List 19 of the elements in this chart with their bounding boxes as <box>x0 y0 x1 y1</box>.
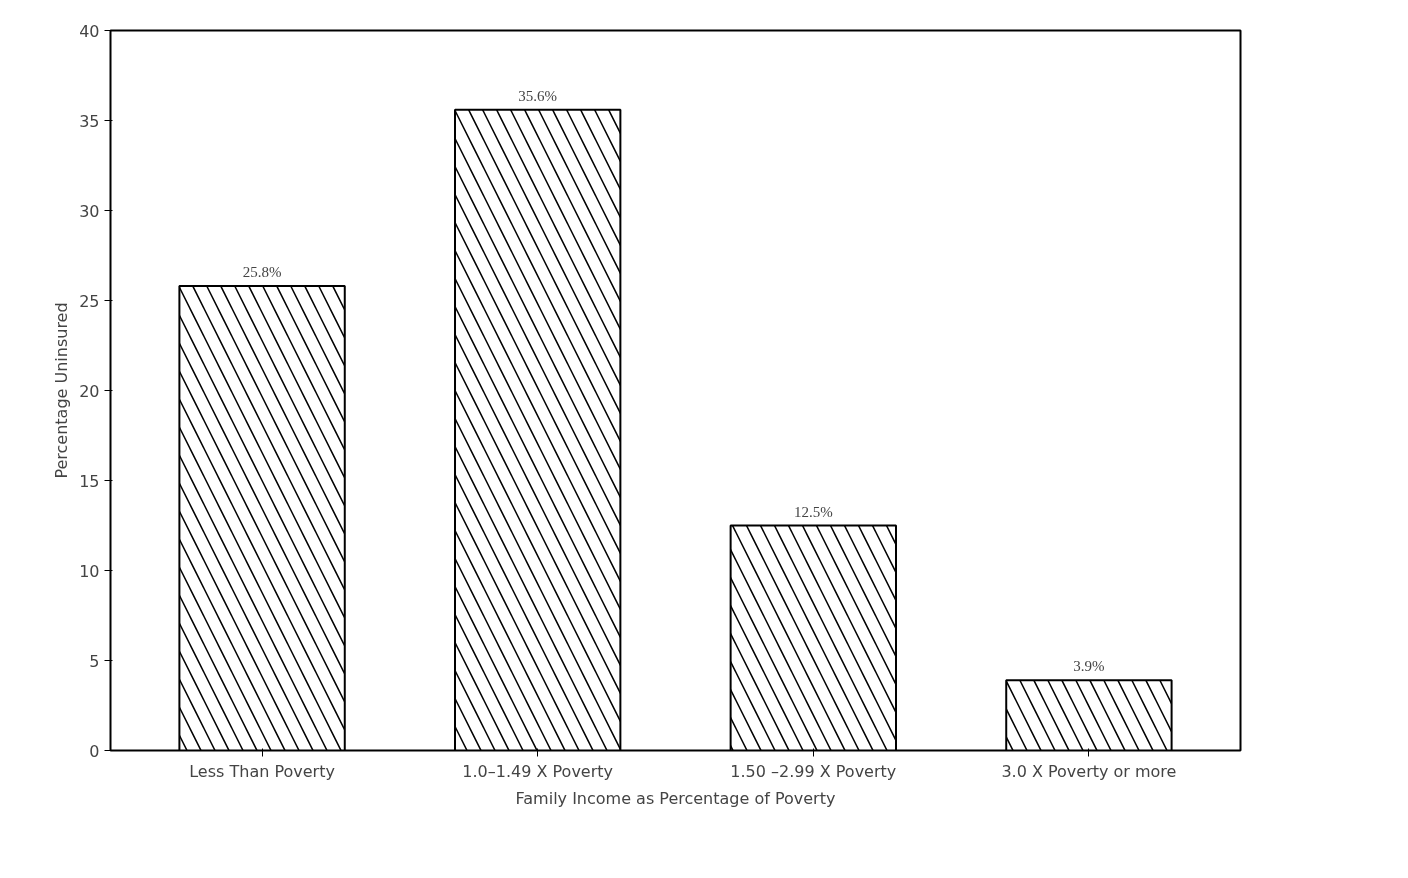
data-label: 12.5% <box>793 503 833 520</box>
y-tick-label: 0 <box>89 741 100 761</box>
x-tick-label: 1.0–1.49 X Poverty <box>462 761 614 781</box>
y-axis-title: Percentage Uninsured <box>52 302 72 479</box>
y-tick-label: 35 <box>79 111 100 131</box>
data-label: 35.6% <box>518 87 558 104</box>
y-tick-label: 10 <box>79 561 100 581</box>
y-tick-label: 15 <box>79 471 100 491</box>
x-axis-title: Family Income as Percentage of Poverty <box>515 788 836 808</box>
y-tick-label: 25 <box>79 291 100 311</box>
x-tick-label: Less Than Poverty <box>189 761 335 781</box>
x-tick-label: 3.0 X Poverty or more <box>1001 761 1177 781</box>
data-label: 25.8% <box>242 264 282 281</box>
y-tick-label: 5 <box>89 651 100 671</box>
data-label: 3.9% <box>1073 658 1105 675</box>
y-tick-label: 30 <box>79 201 100 221</box>
y-tick-label: 20 <box>79 381 100 401</box>
x-tick-label: 1.50 –2.99 X Poverty <box>730 761 897 781</box>
y-tick-label: 40 <box>79 21 100 41</box>
